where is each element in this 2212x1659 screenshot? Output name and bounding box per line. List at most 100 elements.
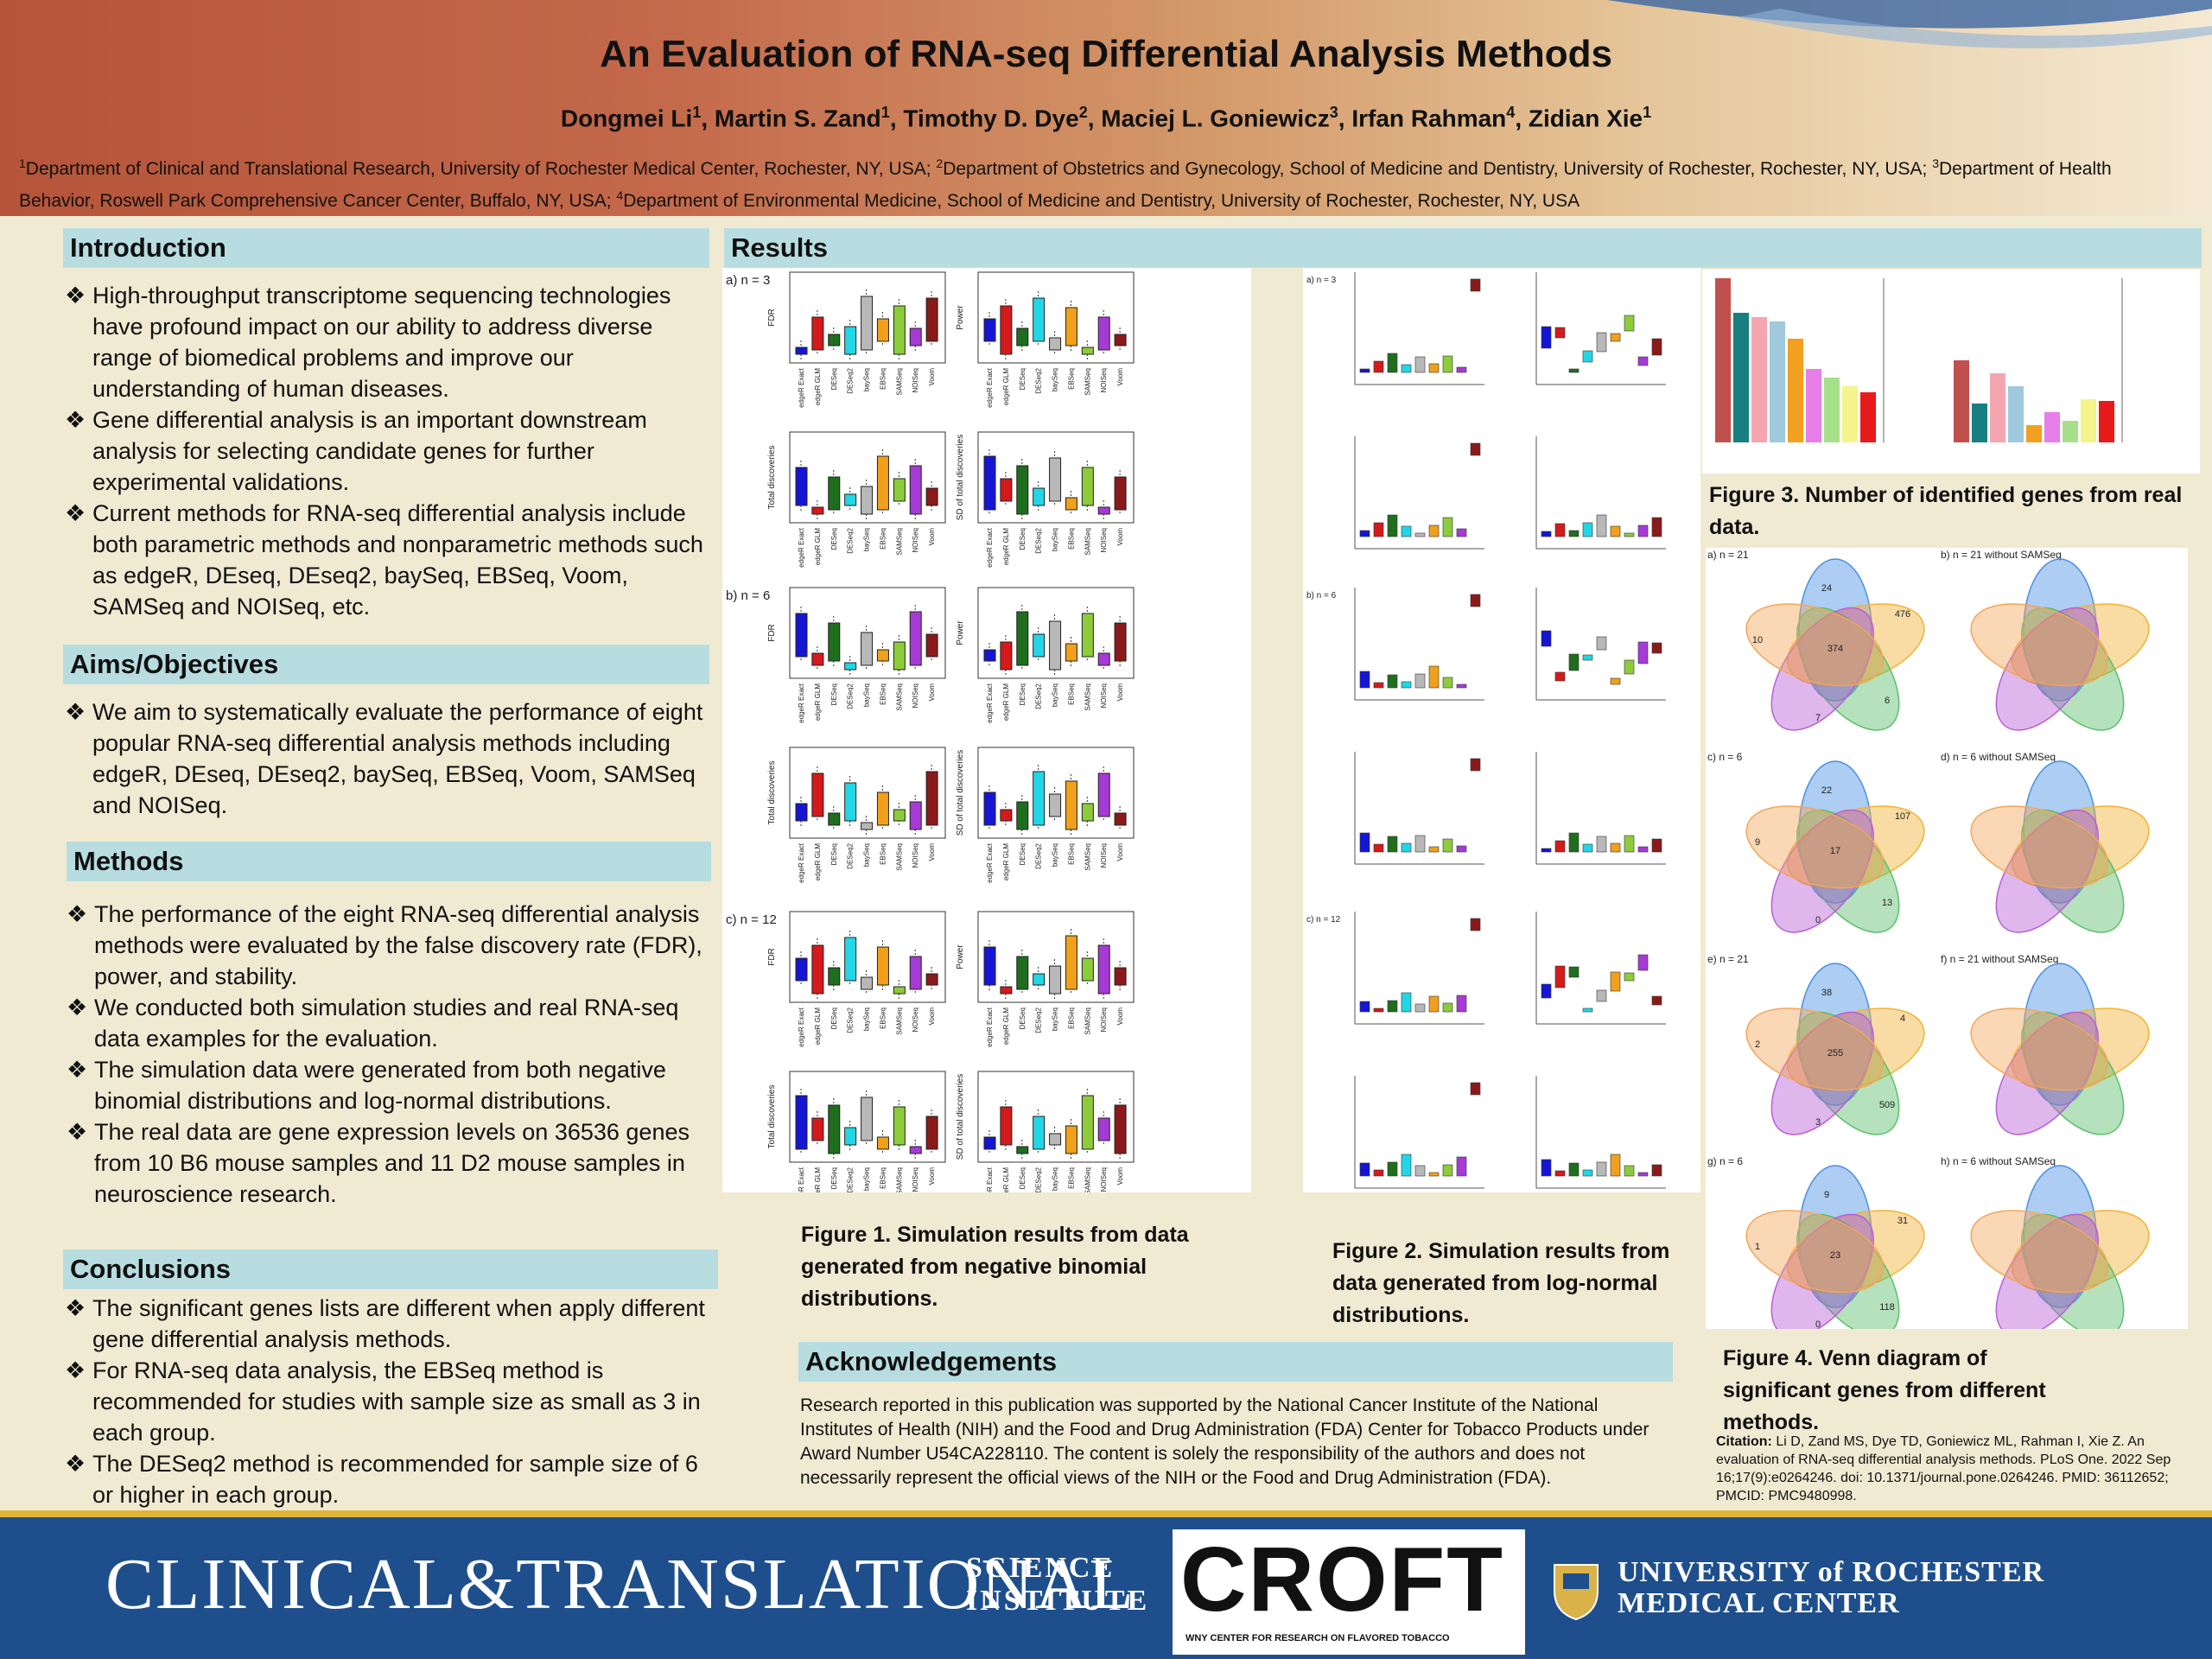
figure-1-box xyxy=(828,334,841,346)
figure-1-y-axis-label: SD of total discoveries xyxy=(956,750,965,836)
figure-1-box xyxy=(1065,643,1077,662)
figure-1-method-label: EBSeq xyxy=(1067,368,1075,390)
figure-3-bar xyxy=(2044,412,2060,442)
bullet-text: Current methods for RNA-seq differential… xyxy=(92,500,703,620)
figure-1-box xyxy=(983,791,996,826)
figure-4-venn-count: 38 xyxy=(1821,988,1832,998)
figure-1-box xyxy=(1000,809,1013,822)
figure-2-box xyxy=(1401,364,1412,373)
figure-1-method-label: Voom xyxy=(1116,843,1124,861)
author-name: Martin S. Zand xyxy=(714,105,881,132)
figure-1-method-label: EBSeq xyxy=(1067,1007,1075,1029)
figure-1-method-label: edgeR GLM xyxy=(1002,1167,1010,1192)
figure-4-venn-petal xyxy=(1745,1007,1885,1091)
figure-1-box xyxy=(1081,613,1094,658)
figure-2-box xyxy=(1470,918,1481,931)
figure-4-venn-petal xyxy=(1798,963,1872,1106)
figure-2-box xyxy=(1456,845,1467,853)
figure-1-method-label: SAMSeq xyxy=(1084,1007,1091,1035)
figure-1-box xyxy=(1016,956,1029,990)
figure-2-box xyxy=(1610,842,1621,853)
figure-4-venn-count: 9 xyxy=(1824,1190,1829,1200)
figure-4-venn-petal xyxy=(1995,809,2100,933)
figure-2-box xyxy=(1582,843,1593,853)
figure-4-caption: Figure 4. Venn diagram of significant ge… xyxy=(1723,1346,2046,1434)
figure-1-y-axis-label: Total discoveries xyxy=(767,761,777,825)
figure-2-box xyxy=(1624,1165,1635,1177)
figure-4-venn-count: 0 xyxy=(1815,915,1821,925)
figure-1-y-axis-label: FDR xyxy=(767,308,777,327)
figure-1-method-label: edgeR Exact xyxy=(986,1007,994,1047)
figure-4-venn-petal xyxy=(2011,1210,2150,1294)
figure-1-plot-frame xyxy=(977,911,1135,1003)
figure-1-method-label: NOISeq xyxy=(912,683,919,708)
figure-2-box xyxy=(1442,517,1453,537)
figure-2-box xyxy=(1470,594,1481,607)
figure-1-plot-frame xyxy=(789,587,946,679)
bullet-text: The performance of the eight RNA-seq dif… xyxy=(94,901,702,989)
bullet-text: The real data are gene expression levels… xyxy=(94,1119,690,1207)
figure-1-method-label: edgeR Exact xyxy=(798,1166,805,1192)
affiliation-text: Department of Obstetrics and Gynecology,… xyxy=(943,159,1933,179)
figure-2-box xyxy=(1456,1156,1467,1177)
figure-2-box xyxy=(1554,1170,1566,1177)
figure-1-box xyxy=(844,782,857,822)
conclusions-body: ❖ The significant genes lists are differe… xyxy=(65,1293,721,1510)
figure-4-venn-petal xyxy=(2011,1007,2150,1091)
figure-1-box xyxy=(1033,973,1046,986)
bullet-diamond-icon: ❖ xyxy=(65,407,86,433)
figure-2-box xyxy=(1554,840,1566,853)
figure-1-method-label: NOISeq xyxy=(1100,683,1108,708)
figure-1-method-label: edgeR Exact xyxy=(986,527,994,568)
figure-2-box xyxy=(1554,671,1566,682)
figure-4-venn-count: 118 xyxy=(1879,1302,1895,1313)
figure-1-method-label: EBSeq xyxy=(879,528,887,550)
figure-4-venn-count: 17 xyxy=(1830,846,1840,856)
figure-1-row-label: a) n = 3 xyxy=(726,273,770,288)
figure-1-method-label: Voom xyxy=(928,528,936,546)
figure-2-box xyxy=(1359,1162,1370,1177)
figure-1-y-axis-label: SD of total discoveries xyxy=(956,1074,965,1160)
figure-1-y-axis-label: Total discoveries xyxy=(767,446,777,510)
figure-1-method-label: Voom xyxy=(1116,1007,1124,1026)
figure-3-bar-charts xyxy=(1715,278,2123,442)
figure-2-box xyxy=(1428,995,1440,1013)
figure-1-box xyxy=(795,346,808,355)
figure-1-method-label: baySeq xyxy=(863,1167,871,1191)
figure-1-box xyxy=(828,476,841,511)
figure-1-box xyxy=(1049,337,1062,351)
figure-1-box xyxy=(1016,1146,1029,1154)
figure-1-method-label: NOISeq xyxy=(1100,368,1108,392)
figure-1-method-label: NOISeq xyxy=(1100,1167,1108,1192)
figure-1-box xyxy=(795,957,808,982)
figure-2-panel: a) n = 3 b) n = 6 c) n = 12 xyxy=(1303,268,1700,1192)
figure-2-box xyxy=(1401,525,1412,537)
figure-4-venn-petal xyxy=(2020,809,2125,933)
figure-1-method-label: NOISeq xyxy=(1100,1007,1108,1032)
bullet-text: Gene differential analysis is an importa… xyxy=(92,407,647,495)
figure-1-method-label: EBSeq xyxy=(1067,1167,1075,1189)
figure-1-box xyxy=(1000,1106,1013,1146)
figure-4-venn-petal xyxy=(2020,607,2125,731)
figure-2-box xyxy=(1428,1172,1440,1177)
author-name: Maciej L. Goniewicz xyxy=(1101,105,1330,132)
figure-1-plot-frame xyxy=(977,747,1135,839)
figure-1-method-label: baySeq xyxy=(1052,1167,1059,1191)
figure-1-method-label: DESeq xyxy=(1019,1007,1027,1029)
figure-1-method-label: edgeR Exact xyxy=(798,367,805,408)
figure-1-method-label: SAMSeq xyxy=(1084,843,1091,871)
figure-1-box xyxy=(925,973,938,986)
figure-2-box xyxy=(1414,835,1426,853)
author-affiliation-number: 3 xyxy=(1329,104,1338,121)
figure-1-box xyxy=(1081,467,1094,506)
figure-2-box xyxy=(1582,522,1593,537)
bullet-diamond-icon: ❖ xyxy=(67,1057,88,1083)
figure-4-venn-count: 31 xyxy=(1897,1216,1908,1226)
figure-1-box xyxy=(893,986,906,995)
figure-2-box xyxy=(1373,360,1384,373)
figure-4-venn-petal xyxy=(1798,558,1872,702)
figure-1-method-label: edgeR Exact xyxy=(798,527,805,568)
figure-1-box xyxy=(861,296,874,351)
figure-1-box xyxy=(1049,620,1062,671)
figure-2-box xyxy=(1470,1082,1481,1096)
